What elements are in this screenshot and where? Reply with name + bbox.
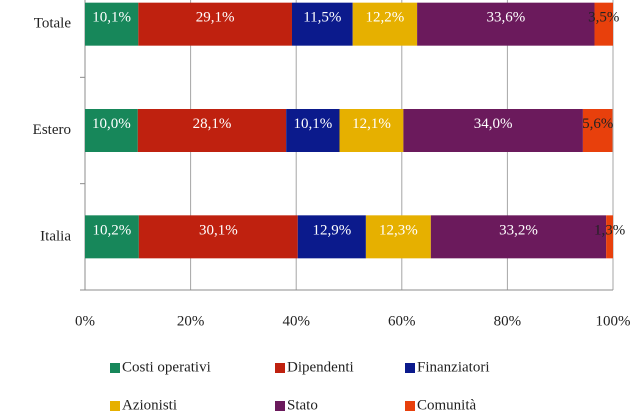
x-tick-label: 0%	[75, 313, 95, 329]
value-label: 5,6%	[582, 116, 613, 132]
y-tick-label: Totale	[34, 16, 72, 32]
legend-label: Finanziatori	[417, 359, 489, 375]
bar-segment	[85, 109, 138, 152]
value-label: 12,3%	[379, 222, 418, 238]
y-tick-label: Estero	[33, 122, 71, 138]
bar-segment	[339, 109, 404, 152]
value-label: 10,0%	[92, 116, 131, 132]
bar-segment	[606, 215, 613, 259]
bar-segment	[417, 2, 595, 46]
x-tick-label: 40%	[282, 313, 310, 329]
bar-segment	[85, 2, 139, 46]
legend-swatch	[110, 363, 120, 373]
legend-swatch	[405, 401, 415, 411]
legend-label: Costi operativi	[122, 359, 211, 375]
legend-swatch	[110, 401, 120, 411]
bar-segment	[85, 215, 139, 259]
value-label: 10,1%	[293, 116, 332, 132]
bar-segment	[291, 2, 353, 46]
value-label: 12,1%	[352, 116, 391, 132]
x-tick-label: 60%	[388, 313, 416, 329]
value-label: 34,0%	[474, 116, 513, 132]
legend-swatch	[275, 363, 285, 373]
bar-segment	[594, 2, 613, 46]
value-label: 33,6%	[486, 10, 525, 26]
x-tick-label: 100%	[596, 313, 631, 329]
value-label: 3,5%	[588, 10, 619, 26]
value-label: 11,5%	[303, 10, 341, 26]
value-label: 30,1%	[199, 222, 238, 238]
bar-segment	[297, 215, 366, 259]
value-label: 10,1%	[92, 10, 131, 26]
bar-segment	[430, 215, 607, 259]
x-tick-label: 20%	[177, 313, 205, 329]
value-label: 10,2%	[93, 222, 132, 238]
y-tick-label: Italia	[40, 228, 71, 244]
legend-swatch	[405, 363, 415, 373]
legend-label: Stato	[287, 397, 318, 413]
value-label: 28,1%	[193, 116, 232, 132]
bar-segment	[138, 2, 292, 46]
legend-swatch	[275, 401, 285, 411]
bar-segment	[137, 109, 287, 152]
x-tick-label: 80%	[494, 313, 522, 329]
legend-label: Comunità	[417, 397, 477, 413]
bar-segment	[352, 2, 418, 46]
value-label: 12,2%	[366, 10, 405, 26]
value-label: 29,1%	[196, 10, 235, 26]
bar-segment	[286, 109, 340, 152]
bar-segment	[365, 215, 431, 259]
legend-label: Azionisti	[122, 397, 177, 413]
legend-label: Dipendenti	[287, 359, 354, 375]
value-label: 12,9%	[312, 222, 351, 238]
value-label: 33,2%	[499, 222, 538, 238]
bar-segment	[582, 109, 613, 152]
bar-segment	[403, 109, 583, 152]
bar-segment	[138, 215, 298, 259]
value-label: 1,3%	[594, 222, 625, 238]
